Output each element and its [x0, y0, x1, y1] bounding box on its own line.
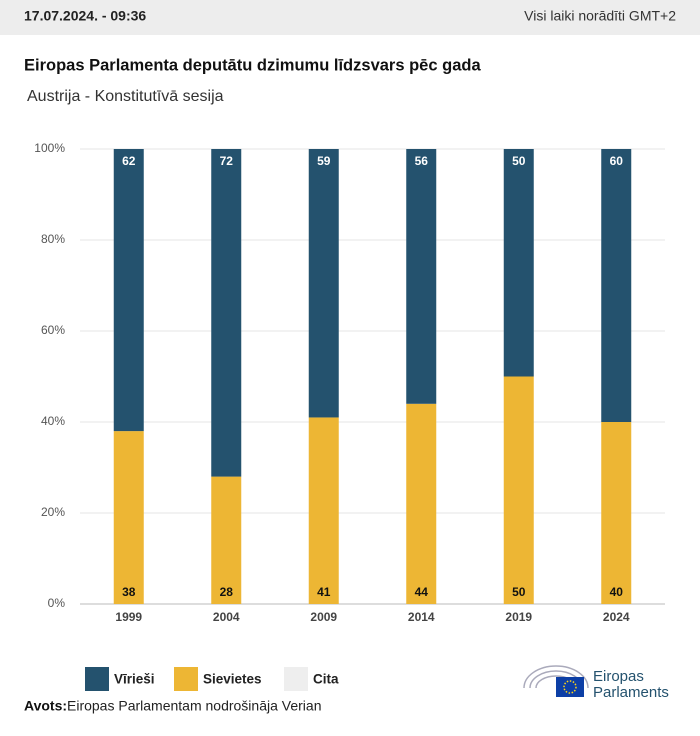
data-label: 44	[415, 585, 429, 599]
logo-text: Parlaments	[593, 684, 669, 701]
data-label: 62	[122, 154, 136, 168]
source-label: Avots:	[24, 698, 67, 714]
bar-segment	[503, 376, 534, 604]
legend-label: Sievietes	[203, 672, 262, 687]
timezone-note: Visi laiki norādīti GMT+2	[524, 8, 676, 24]
logo: Eiropas Parlaments	[523, 665, 669, 701]
bar-segment	[308, 149, 339, 418]
x-tick-label: 2004	[213, 610, 240, 624]
source: Eiropas Parlamentam nodrošināja Verian	[67, 698, 321, 714]
data-label: 56	[415, 154, 429, 168]
chart-title: Eiropas Parlamenta deputātu dzimumu līdz…	[24, 56, 481, 74]
y-tick-label: 0%	[48, 596, 66, 610]
data-label: 50	[512, 154, 526, 168]
bar-segment	[406, 149, 437, 404]
data-label: 41	[317, 585, 331, 599]
logo-flag	[556, 677, 584, 697]
bar-segment	[406, 403, 437, 604]
x-tick-label: 2009	[310, 610, 337, 624]
logo-stars	[563, 680, 577, 694]
y-tick-label: 100%	[34, 141, 65, 155]
x-tick-label: 2014	[408, 610, 435, 624]
bar-segment	[211, 476, 242, 604]
legend-label: Vīrieši	[114, 672, 155, 687]
data-label: 60	[610, 154, 624, 168]
x-tick-label: 2019	[505, 610, 532, 624]
bar-segment	[211, 149, 242, 477]
legend-swatch	[284, 667, 308, 691]
legend-swatch	[85, 667, 109, 691]
data-label: 40	[610, 585, 624, 599]
y-tick-label: 60%	[41, 323, 65, 337]
y-tick-label: 80%	[41, 232, 65, 246]
y-tick-label: 20%	[41, 505, 65, 519]
bar-segment	[601, 422, 632, 604]
y-tick-label: 40%	[41, 414, 65, 428]
bar-segment	[308, 417, 339, 604]
data-label: 38	[122, 585, 136, 599]
date: 17.07.2024. - 09:36	[24, 8, 146, 24]
data-label: 72	[220, 154, 234, 168]
logo-text: Eiropas	[593, 668, 644, 685]
bar-segment	[113, 431, 144, 604]
bar-segment	[503, 149, 534, 377]
data-label: 50	[512, 585, 526, 599]
bar-segment	[113, 149, 144, 432]
x-tick-label: 2024	[603, 610, 630, 624]
logo-arc	[523, 665, 589, 689]
bar-segment	[601, 149, 632, 422]
data-label: 28	[220, 585, 234, 599]
chart-subtitle: Austrija - Konstitutīvā sesija	[27, 88, 224, 105]
legend-label: Cita	[313, 672, 339, 687]
data-label: 59	[317, 154, 331, 168]
legend-swatch	[174, 667, 198, 691]
x-tick-label: 1999	[115, 610, 142, 624]
top-bar	[0, 0, 700, 35]
